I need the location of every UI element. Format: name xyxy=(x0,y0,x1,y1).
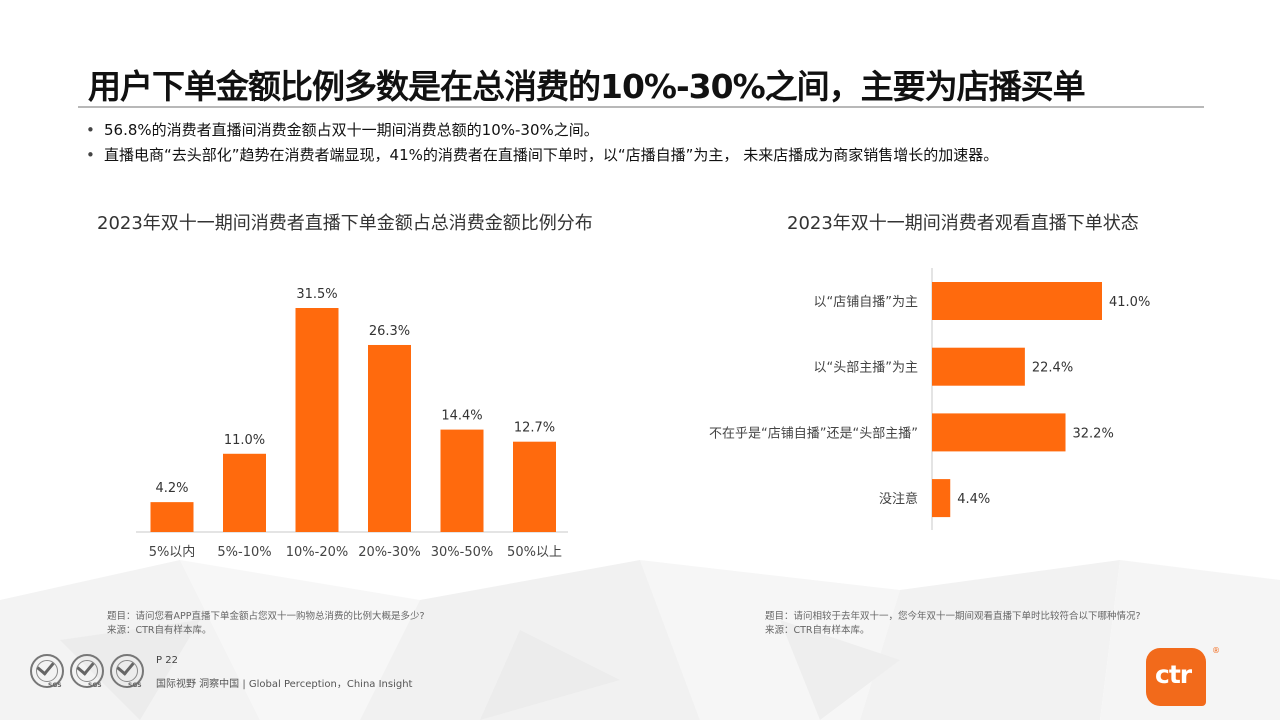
bullet-item: • 直播电商“去头部化”趋势在消费者端显现，41%的消费者在直播间下单时，以“店播… xyxy=(86,143,998,168)
bullet-dot: • xyxy=(86,121,95,139)
data-label: 41.0% xyxy=(1109,295,1150,310)
question-note: 题目：请问相较于去年双十一，您今年双十一期间观看直播下单时比较符合以下哪种情况? xyxy=(765,611,1141,622)
source-note: 来源：CTR自有样本库。 xyxy=(765,625,870,636)
bar xyxy=(513,441,556,532)
bar xyxy=(932,282,1102,320)
bar xyxy=(932,479,951,518)
source-note: 来源：CTR自有样本库。 xyxy=(107,625,212,636)
bullet-text: 直播电商“去头部化”趋势在消费者端显现，41%的消费者在直播间下单时，以“店播自… xyxy=(104,146,999,164)
ctr-logo: ctr xyxy=(1146,648,1206,706)
sgs-seal-icon: SGS xyxy=(30,654,64,689)
data-label: 12.7% xyxy=(514,421,555,436)
left-chart-title: 2023年双十一期间消费者直播下单金额占总消费金额比例分布 xyxy=(97,213,593,234)
bar xyxy=(150,502,194,532)
y-tick-label: 不在乎是“店铺自播”还是“头部主播” xyxy=(709,426,918,441)
right-chart-note: 题目：请问相较于去年双十一，您今年双十一期间观看直播下单时比较符合以下哪种情况?… xyxy=(765,610,1141,638)
x-tick-label: 30%-50% xyxy=(431,545,493,560)
data-label: 32.2% xyxy=(1073,426,1114,441)
bar xyxy=(932,347,1025,386)
question-note: 题目：请问您看APP直播下单金额占您双十一购物总消费的比例大概是多少? xyxy=(107,611,425,622)
right-chart-title: 2023年双十一期间消费者观看直播下单状态 xyxy=(787,213,1139,234)
data-label: 4.4% xyxy=(957,492,990,507)
bullet-text: 56.8%的消费者直播间消费金额占双十一期间消费总额的10%-30%之间。 xyxy=(104,121,599,139)
data-label: 31.5% xyxy=(296,287,337,302)
data-label: 22.4% xyxy=(1032,361,1073,376)
x-tick-label: 20%-30% xyxy=(358,545,420,560)
bullet-list: • 56.8%的消费者直播间消费金额占双十一期间消费总额的10%-30%之间。 •… xyxy=(86,118,998,168)
bar xyxy=(932,413,1066,452)
x-tick-label: 5%以内 xyxy=(149,544,196,560)
data-label: 11.0% xyxy=(224,433,265,448)
x-tick-label: 50%以上 xyxy=(507,545,562,560)
bullet-dot: • xyxy=(86,146,95,164)
y-tick-label: 没注意 xyxy=(879,491,918,507)
x-tick-label: 10%-20% xyxy=(286,545,348,560)
y-tick-label: 以“头部主播”为主 xyxy=(814,361,918,376)
footer-slogan: 国际视野 洞察中国 | Global Perception，China Insi… xyxy=(156,679,413,690)
registered-mark: ® xyxy=(1212,646,1220,655)
x-tick-label: 5%-10% xyxy=(217,545,271,560)
sgs-seal-icon: SGS xyxy=(110,654,144,689)
sgs-seal-icon: SGS xyxy=(70,654,104,689)
page-title: 用户下单金额比例多数是在总消费的10%-30%之间，主要为店播买单 xyxy=(88,67,1086,106)
data-label: 4.2% xyxy=(155,481,188,496)
data-label: 14.4% xyxy=(441,409,482,424)
bar xyxy=(368,344,411,532)
left-chart-note: 题目：请问您看APP直播下单金额占您双十一购物总消费的比例大概是多少? 来源：C… xyxy=(107,610,425,638)
data-label: 26.3% xyxy=(369,324,410,339)
bar xyxy=(223,453,266,532)
bar xyxy=(440,429,484,532)
bar xyxy=(295,308,339,532)
title-divider xyxy=(78,106,1204,108)
logo-text: ctr xyxy=(1155,660,1192,689)
bullet-item: • 56.8%的消费者直播间消费金额占双十一期间消费总额的10%-30%之间。 xyxy=(86,118,998,143)
page-number: P 22 xyxy=(156,655,178,666)
y-tick-label: 以“店铺自播”为主 xyxy=(814,295,918,310)
